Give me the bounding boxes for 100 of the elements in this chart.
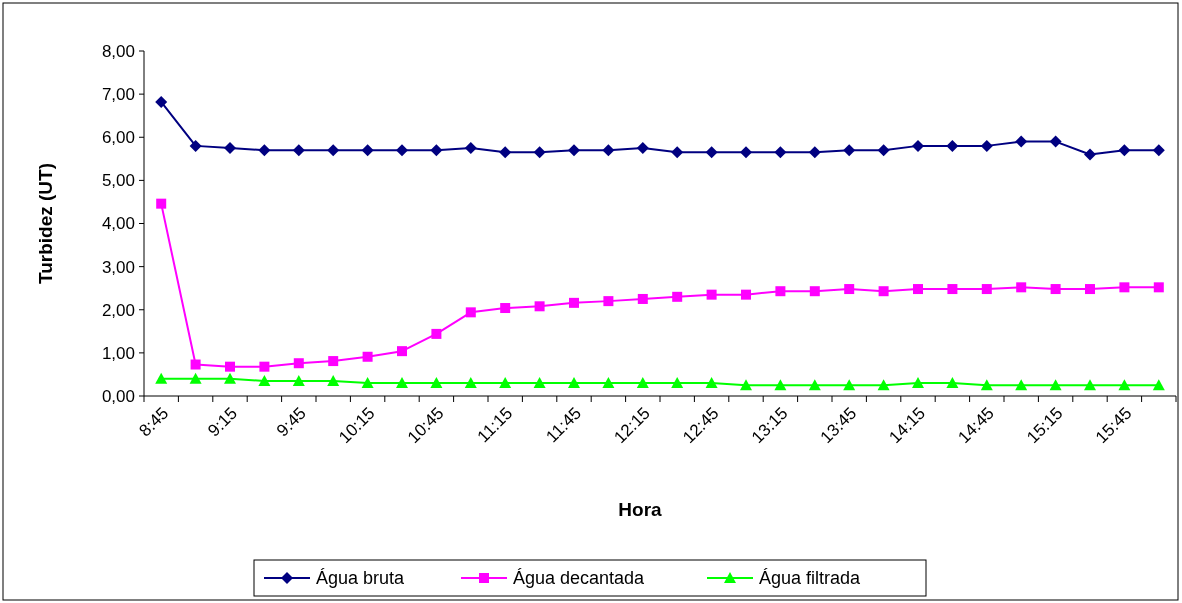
point — [775, 286, 786, 297]
point — [397, 346, 407, 357]
point — [189, 372, 202, 384]
point — [499, 146, 512, 159]
point — [155, 95, 168, 108]
point — [705, 146, 718, 159]
point — [534, 301, 545, 312]
point — [1049, 135, 1062, 148]
point — [671, 377, 684, 389]
point — [809, 286, 820, 297]
point — [1050, 284, 1061, 295]
point — [1118, 144, 1131, 157]
point — [1084, 379, 1096, 391]
point — [464, 377, 477, 389]
point — [293, 358, 304, 369]
point — [946, 139, 959, 152]
y-tick-label: 8,00 — [101, 41, 135, 61]
point — [258, 144, 271, 157]
point — [464, 142, 477, 155]
point — [362, 351, 373, 362]
point — [843, 379, 856, 391]
point — [603, 296, 614, 307]
point — [568, 144, 580, 157]
point — [568, 377, 580, 389]
point — [1085, 284, 1095, 295]
point — [740, 379, 752, 391]
point — [190, 359, 201, 370]
point — [499, 377, 512, 389]
legend-label: Água filtrada — [759, 568, 862, 589]
point — [361, 377, 374, 389]
point — [602, 377, 615, 389]
point — [947, 284, 958, 295]
point — [431, 328, 442, 339]
point — [774, 379, 787, 391]
point — [843, 144, 856, 157]
point — [1118, 379, 1131, 391]
point — [1153, 282, 1164, 293]
point — [1049, 379, 1062, 391]
point — [258, 374, 271, 386]
y-tick-label: 1,00 — [101, 343, 135, 363]
point — [500, 303, 511, 314]
point — [224, 142, 236, 155]
point — [913, 284, 923, 295]
point — [808, 379, 821, 391]
point — [396, 144, 408, 157]
y-tick-label: 5,00 — [101, 171, 135, 191]
point — [877, 379, 890, 391]
point — [155, 372, 168, 384]
point — [602, 144, 615, 157]
point — [808, 146, 821, 159]
point — [189, 139, 202, 152]
point — [569, 297, 579, 308]
point — [259, 361, 270, 372]
point — [225, 361, 235, 372]
point — [741, 289, 751, 300]
point — [533, 377, 546, 389]
x-axis-title: Hora — [618, 499, 663, 520]
point — [912, 377, 924, 389]
point — [156, 198, 167, 209]
legend-label: Água decantada — [513, 568, 646, 589]
y-tick-label: 2,00 — [101, 300, 135, 320]
point — [877, 144, 890, 157]
y-tick-label: 6,00 — [101, 128, 135, 148]
point — [1152, 144, 1165, 157]
point — [1084, 148, 1096, 161]
legend-label: Água bruta — [316, 568, 406, 589]
point — [327, 144, 340, 157]
point — [328, 356, 339, 367]
point — [705, 377, 718, 389]
point — [1119, 282, 1130, 293]
point — [361, 144, 374, 157]
point — [533, 146, 546, 159]
point — [774, 146, 787, 159]
point — [1016, 282, 1027, 293]
point — [981, 284, 992, 295]
point — [327, 374, 340, 386]
point — [1152, 379, 1165, 391]
point — [912, 139, 924, 152]
point — [878, 286, 889, 297]
point — [671, 146, 684, 159]
point — [980, 379, 993, 391]
point — [706, 289, 717, 300]
point — [672, 291, 683, 302]
point — [292, 144, 305, 157]
point — [1015, 135, 1028, 148]
y-tick-label: 4,00 — [101, 214, 135, 234]
point — [636, 142, 649, 155]
point — [430, 144, 443, 157]
point — [292, 374, 305, 386]
point — [946, 377, 959, 389]
point — [740, 146, 752, 159]
point — [430, 377, 443, 389]
point — [844, 284, 855, 295]
y-tick-label: 0,00 — [101, 386, 135, 406]
point — [637, 293, 648, 304]
point — [1015, 379, 1028, 391]
point — [465, 307, 476, 318]
y-tick-label: 3,00 — [101, 257, 135, 277]
point — [396, 377, 408, 389]
point — [636, 377, 649, 389]
